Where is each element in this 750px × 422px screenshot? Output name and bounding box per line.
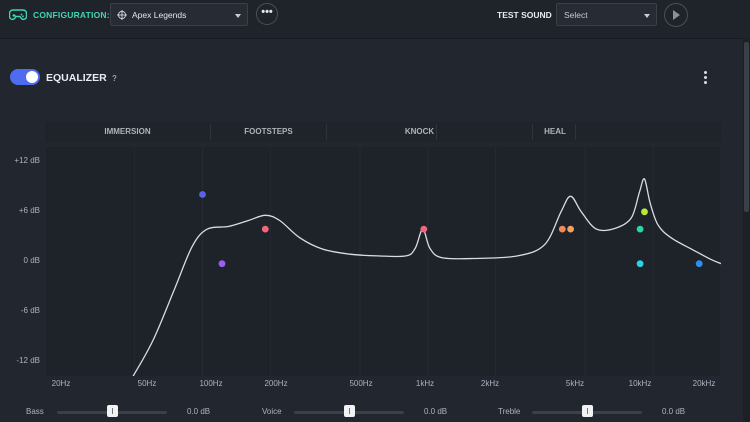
kebab-menu-icon[interactable]	[703, 71, 709, 85]
y-tick-label: +6 dB	[18, 206, 40, 215]
chevron-down-icon	[644, 14, 650, 18]
chevron-down-icon	[235, 14, 241, 18]
more-options-button[interactable]: •••	[256, 3, 278, 25]
eq-band-point-3[interactable]	[261, 225, 269, 233]
equalizer-toggle[interactable]	[10, 69, 40, 85]
configuration-label: CONFIGURATION:	[33, 10, 110, 20]
configuration-select[interactable]: Apex Legends	[110, 3, 248, 26]
eq-band-point-6[interactable]	[567, 225, 574, 233]
bass-value: 0.0 dB	[187, 407, 211, 416]
eq-curve	[130, 178, 722, 381]
eq-band-point-2[interactable]	[218, 260, 226, 268]
test-sound-value: Select	[564, 10, 588, 20]
preset-immersion[interactable]: IMMERSION	[104, 127, 151, 136]
help-icon[interactable]: ?	[112, 74, 117, 83]
configuration-value: Apex Legends	[132, 10, 187, 20]
equalizer-plot[interactable]	[44, 147, 722, 381]
x-tick-label: 200Hz	[264, 379, 288, 388]
preset-heal[interactable]: HEAL	[544, 127, 566, 136]
y-tick-label: +12 dB	[14, 156, 40, 165]
x-tick-label: 2kHz	[480, 379, 500, 388]
equalizer-chart[interactable]	[44, 147, 722, 381]
eq-band-point-10[interactable]	[695, 260, 703, 268]
x-tick-label: 5kHz	[565, 379, 585, 388]
voice-slider-handle[interactable]	[344, 405, 355, 417]
x-tick-label: 1kHz	[415, 379, 435, 388]
bass-slider-handle[interactable]	[107, 405, 118, 417]
preset-knock[interactable]: KNOCK	[404, 127, 435, 136]
scrollbar-thumb[interactable]	[744, 42, 749, 212]
play-button[interactable]	[664, 3, 688, 27]
top-bar: CONFIGURATION: Apex Legends ••• TEST SOU…	[0, 0, 750, 39]
y-tick-label: -6 dB	[20, 306, 40, 315]
bass-label: Bass	[26, 407, 44, 416]
test-sound-label: TEST SOUND	[497, 10, 552, 20]
treble-slider-handle[interactable]	[582, 405, 593, 417]
eq-band-point-7[interactable]	[636, 225, 644, 233]
eq-band-point-5[interactable]	[558, 225, 566, 233]
treble-label: Treble	[498, 407, 521, 416]
preset-footsteps[interactable]: FOOTSTEPS	[244, 127, 293, 136]
toggle-knob	[26, 71, 38, 83]
y-tick-label: 0 dB	[23, 256, 40, 265]
eq-band-point-9[interactable]	[636, 260, 644, 268]
treble-value: 0.0 dB	[662, 407, 686, 416]
eq-band-point-4[interactable]	[420, 225, 428, 233]
voice-value: 0.0 dB	[424, 407, 448, 416]
eq-band-point-1[interactable]	[199, 191, 206, 198]
play-icon	[673, 10, 680, 20]
equalizer-title: EQUALIZER	[46, 72, 107, 84]
preset-bar: IMMERSION FOOTSTEPS KNOCK HEAL	[45, 122, 721, 142]
scrollbar[interactable]	[743, 38, 750, 422]
test-sound-select[interactable]: Select	[556, 3, 657, 26]
preset-divider	[326, 124, 327, 140]
eq-band-point-8[interactable]	[641, 208, 648, 216]
x-tick-label: 10kHz	[628, 379, 652, 388]
game-logo-icon	[117, 10, 127, 20]
x-tick-label: 500Hz	[349, 379, 373, 388]
y-tick-label: -12 dB	[16, 356, 40, 365]
preset-divider	[575, 124, 576, 140]
x-tick-label: 100Hz	[199, 379, 223, 388]
x-tick-label: 50Hz	[137, 379, 157, 388]
voice-label: Voice	[262, 407, 282, 416]
x-tick-label: 20kHz	[692, 379, 716, 388]
gamepad-icon	[9, 9, 27, 21]
preset-divider	[532, 124, 533, 140]
preset-divider	[436, 124, 437, 140]
preset-divider	[210, 124, 211, 140]
x-tick-label: 20Hz	[51, 379, 71, 388]
